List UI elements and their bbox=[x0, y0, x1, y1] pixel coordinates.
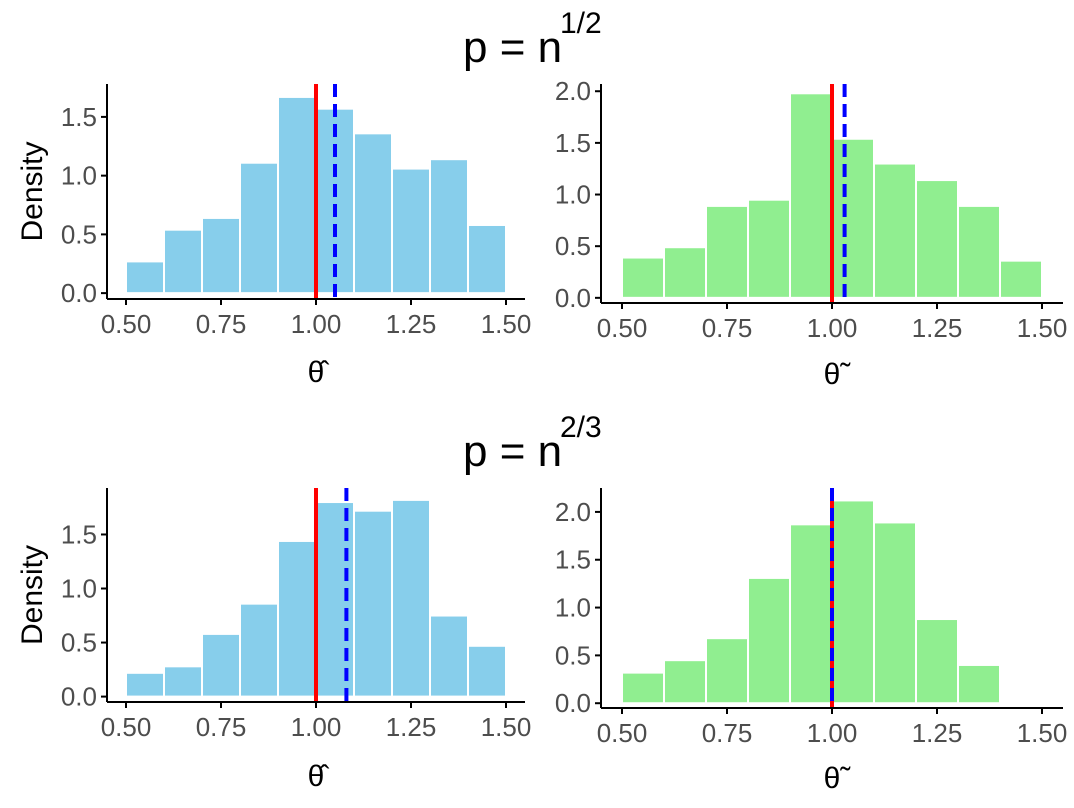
y-tick-label: 1.0 bbox=[61, 574, 97, 604]
x-axis-title: θ̂ bbox=[308, 760, 330, 793]
histogram-bar bbox=[391, 167, 431, 295]
histogram-bar bbox=[957, 204, 1001, 299]
y-axis-title: Density bbox=[16, 545, 49, 645]
histogram-bar bbox=[277, 539, 317, 698]
x-tick-label: 0.50 bbox=[597, 313, 648, 343]
y-tick-label: 0.5 bbox=[555, 640, 591, 670]
y-tick-label: 2.0 bbox=[555, 76, 591, 106]
y-tick-label: 1.0 bbox=[555, 593, 591, 623]
row-title-top: p = n 1/2 bbox=[463, 7, 602, 72]
x-tick-label: 1.00 bbox=[807, 313, 858, 343]
x-tick-label: 1.50 bbox=[1017, 313, 1068, 343]
panel-hat-row1: 0.0 0.5 1.0 1.5 0.50 0.75 1.00 1.25 1.50 θ̂ Densit… bbox=[16, 84, 531, 389]
histogram-bar bbox=[747, 576, 791, 705]
histogram-bar bbox=[239, 602, 279, 698]
y-tick-label: 1.0 bbox=[61, 161, 97, 191]
histogram-bar bbox=[705, 637, 749, 705]
histogram-bar bbox=[353, 132, 393, 295]
x-tick-label: 1.25 bbox=[386, 309, 437, 339]
x-tick-label: 0.50 bbox=[101, 712, 152, 742]
histogram-bar bbox=[277, 95, 317, 295]
x-tick-label: 1.25 bbox=[912, 313, 963, 343]
histogram-bar bbox=[467, 644, 507, 698]
x-axis-title: θ̂ bbox=[308, 356, 330, 389]
x-tick-label: 0.50 bbox=[101, 309, 152, 339]
x-tick-label: 1.50 bbox=[481, 309, 532, 339]
histogram-bar bbox=[915, 179, 959, 299]
y-tick-label: 0.5 bbox=[61, 219, 97, 249]
histogram-bar bbox=[353, 509, 393, 698]
x-tick-label: 1.00 bbox=[291, 712, 342, 742]
x-tick-label: 1.25 bbox=[386, 712, 437, 742]
x-tick-label: 0.75 bbox=[702, 313, 753, 343]
row-title-bottom-exponent: 2/3 bbox=[560, 411, 602, 444]
y-tick-label: 0.5 bbox=[555, 231, 591, 261]
y-tick-label: 1.5 bbox=[555, 128, 591, 158]
y-tick-label: 1.5 bbox=[61, 102, 97, 132]
histogram-bar bbox=[429, 614, 469, 698]
y-tick-label: 0.5 bbox=[61, 628, 97, 658]
panel-tilde-row2: 0.0 0.5 1.0 1.5 2.0 0.50 0.75 1.00 1.25 1.50 θ̃ bbox=[555, 488, 1067, 795]
histogram-bar bbox=[621, 671, 665, 705]
x-tick-label: 0.75 bbox=[196, 712, 247, 742]
y-tick-label: 0.0 bbox=[61, 278, 97, 308]
histogram-bar bbox=[429, 158, 469, 295]
histogram-bar bbox=[873, 521, 917, 705]
x-tick-label: 0.50 bbox=[597, 718, 648, 748]
histogram-bar bbox=[999, 259, 1043, 299]
histogram-bar bbox=[467, 223, 507, 295]
histogram-bar bbox=[915, 618, 959, 705]
histogram-bar bbox=[201, 216, 241, 295]
y-tick-label: 0.0 bbox=[555, 283, 591, 313]
x-tick-label: 1.25 bbox=[912, 718, 963, 748]
x-axis-title: θ̃ bbox=[824, 358, 852, 391]
histogram-bar bbox=[789, 92, 833, 299]
x-tick-label: 1.00 bbox=[291, 309, 342, 339]
x-tick-label: 1.50 bbox=[1017, 718, 1068, 748]
histogram-bar bbox=[621, 256, 665, 299]
row-title-top-exponent: 1/2 bbox=[560, 7, 602, 40]
histogram-bar bbox=[663, 246, 707, 299]
x-tick-label: 0.75 bbox=[196, 309, 247, 339]
histogram-bar bbox=[831, 499, 875, 705]
histogram-bar bbox=[873, 162, 917, 299]
y-tick-label: 1.0 bbox=[555, 180, 591, 210]
row-title-bottom: p = n 2/3 bbox=[463, 411, 602, 476]
histogram-bar bbox=[239, 161, 279, 295]
y-tick-label: 0.0 bbox=[555, 688, 591, 718]
y-tick-label: 0.0 bbox=[61, 682, 97, 712]
row-title-top-base: p = n bbox=[463, 23, 562, 72]
x-tick-label: 0.75 bbox=[702, 718, 753, 748]
histogram-bar bbox=[705, 204, 749, 299]
panel-hat-row2: 0.0 0.5 1.0 1.5 0.50 0.75 1.00 1.25 1.50 θ̂ Densit… bbox=[16, 488, 531, 793]
row-title-bottom-base: p = n bbox=[463, 427, 562, 476]
histogram-bar bbox=[831, 137, 875, 299]
histogram-bar bbox=[201, 632, 241, 698]
histogram-bar bbox=[163, 665, 203, 698]
histogram-bar bbox=[957, 663, 1001, 705]
histogram-bar bbox=[747, 198, 791, 299]
histogram-bar bbox=[125, 671, 165, 698]
y-tick-label: 2.0 bbox=[555, 497, 591, 527]
histogram-bar bbox=[125, 260, 165, 295]
panel-tilde-row1: 0.0 0.5 1.0 1.5 2.0 0.50 0.75 1.00 1.25 1.50 θ̃ bbox=[555, 76, 1067, 391]
x-tick-label: 1.50 bbox=[481, 712, 532, 742]
histogram-bar bbox=[663, 659, 707, 705]
y-tick-label: 1.5 bbox=[555, 545, 591, 575]
x-axis-title: θ̃ bbox=[824, 762, 852, 795]
y-tick-label: 1.5 bbox=[61, 519, 97, 549]
histogram-bar bbox=[789, 523, 833, 705]
histogram-bar bbox=[163, 228, 203, 295]
histogram-bar bbox=[391, 498, 431, 698]
x-tick-label: 1.00 bbox=[807, 718, 858, 748]
y-axis-title: Density bbox=[16, 141, 49, 241]
